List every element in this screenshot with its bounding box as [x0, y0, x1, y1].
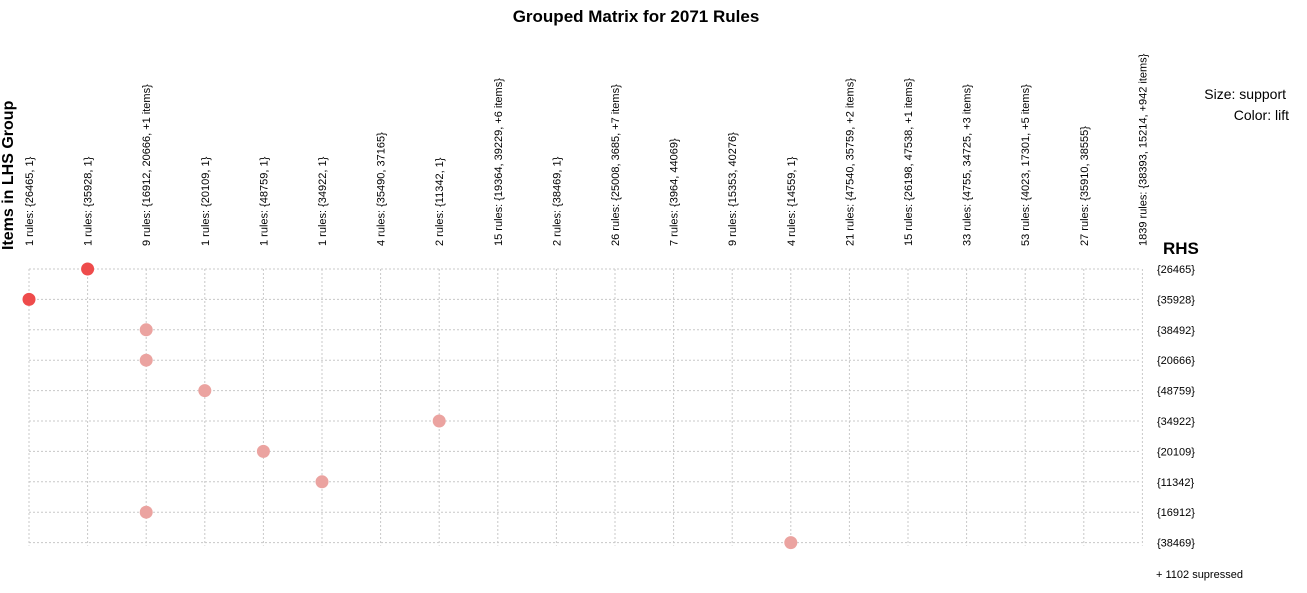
lhs-group-label: 9 rules: {15353, 40276}: [727, 132, 739, 246]
rhs-item-label: {34922}: [1157, 416, 1195, 428]
rhs-item-labels: {26465} {35928} {38492} {20666} {48759} {3492…: [1157, 264, 1195, 550]
lhs-group-label: 1 rules: {35928, 1}: [83, 156, 95, 246]
suppressed-note: + 1102 supressed: [1156, 569, 1243, 581]
lhs-group-label: 1839 rules: {38393, 15214, +942 items}: [1137, 53, 1149, 246]
data-point: [139, 353, 153, 367]
data-point: [22, 292, 36, 306]
y-axis-label: Items in LHS Group: [0, 100, 17, 250]
data-point: [198, 384, 212, 398]
lhs-group-labels: 1 rules: {26465, 1} 1 rules: {35928, 1} 9 …: [24, 53, 1149, 246]
legend-color: Color: lift: [1234, 107, 1289, 123]
lhs-group-label: 1 rules: {48759, 1}: [258, 156, 270, 246]
lhs-group-label: 15 rules: {19364, 39229, +6 items}: [493, 78, 505, 246]
rhs-item-label: {48759}: [1157, 386, 1195, 398]
lhs-group-label: 1 rules: {20109, 1}: [200, 156, 212, 246]
lhs-group-label: 1 rules: {26465, 1}: [24, 156, 36, 246]
data-point: [256, 444, 270, 458]
rhs-item-label: {16912}: [1157, 507, 1195, 519]
rhs-item-label: {11342}: [1157, 477, 1194, 489]
data-point: [432, 414, 446, 428]
data-point: [139, 323, 153, 337]
lhs-group-label: 4 rules: {35490, 37165}: [376, 132, 388, 246]
data-point: [315, 475, 329, 489]
legend-size: Size: support: [1204, 86, 1286, 102]
lhs-group-label: 1 rules: {34922, 1}: [317, 156, 329, 246]
grid-lines: [28, 268, 1143, 546]
lhs-group-label: 53 rules: {4023, 17301, +5 items}: [1020, 84, 1032, 246]
lhs-group-label: 15 rules: {26198, 47538, +1 items}: [903, 78, 915, 246]
lhs-group-label: 4 rules: {14559, 1}: [786, 156, 798, 246]
data-point: [784, 536, 798, 550]
rhs-axis-title: RHS: [1163, 239, 1199, 258]
lhs-group-label: 2 rules: {38469, 1}: [551, 156, 563, 246]
lhs-group-label: 27 rules: {35910, 38555}: [1079, 126, 1091, 246]
data-points: [22, 262, 798, 550]
chart-title: Grouped Matrix for 2071 Rules: [513, 7, 760, 26]
rhs-item-label: {38469}: [1157, 538, 1195, 550]
lhs-group-label: 26 rules: {25008, 3685, +7 items}: [610, 84, 622, 246]
lhs-group-label: 2 rules: {11342, 1}: [434, 157, 446, 246]
lhs-group-label: 7 rules: {3964, 44069}: [669, 138, 681, 246]
lhs-group-label: 21 rules: {47540, 35759, +2 items}: [844, 78, 856, 246]
rhs-item-label: {26465}: [1157, 264, 1195, 276]
rhs-item-label: {20666}: [1157, 355, 1195, 367]
rhs-item-label: {35928}: [1157, 294, 1195, 306]
lhs-group-label: 33 rules: {4755, 34725, +3 items}: [962, 84, 974, 246]
data-point: [139, 505, 153, 519]
rhs-item-label: {20109}: [1157, 446, 1195, 458]
data-point: [81, 262, 95, 276]
rhs-item-label: {38492}: [1157, 325, 1195, 337]
lhs-group-label: 9 rules: {16912, 20666, +1 items}: [141, 84, 153, 246]
